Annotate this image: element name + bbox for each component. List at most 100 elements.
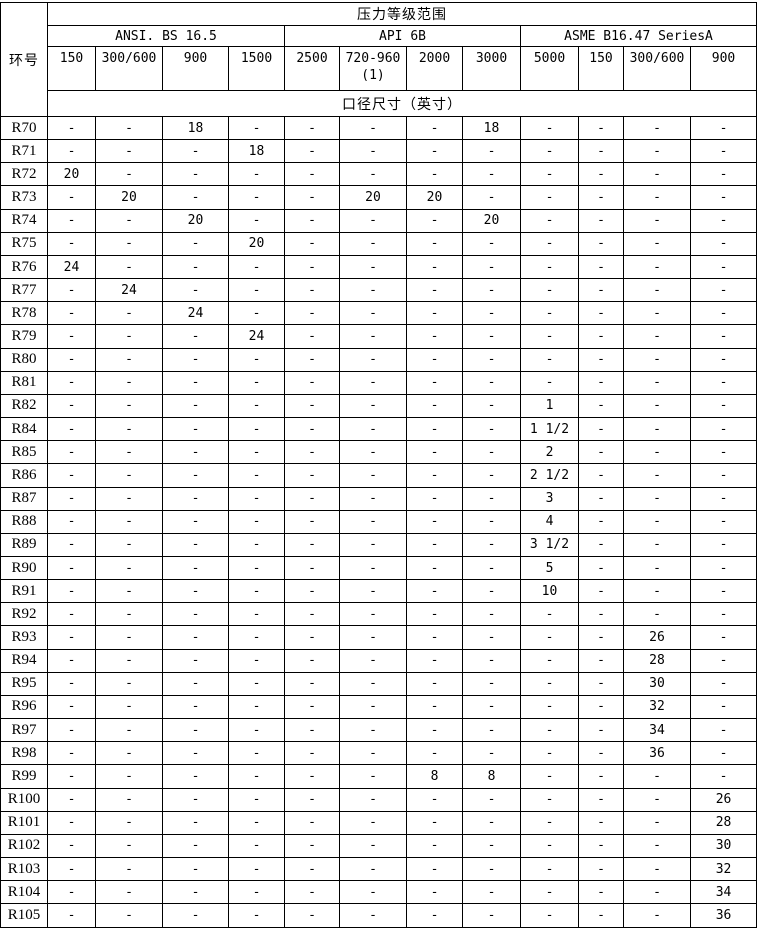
size-cell: - (228, 694, 285, 720)
size-cell: - (520, 787, 579, 812)
ring-number: R81 (0, 370, 48, 395)
size-cell: - (47, 880, 96, 905)
size-cell: - (689, 671, 757, 696)
ring-number: R86 (0, 463, 48, 488)
size-cell: 2 (520, 440, 579, 465)
pressure-class-row: 150 300/600 900 1500 2500 720-960 (1) 2000 3000… (1, 46, 757, 91)
size-cell: - (95, 324, 163, 349)
table-row: R87- - - - - - - -3- - - (0, 486, 757, 511)
size-cell: - (95, 208, 163, 233)
table-row: R105- - - - - - - - - - -36 (0, 903, 757, 928)
size-cell: - (162, 347, 229, 372)
size-cell: - (462, 185, 521, 210)
size-cell: - (228, 810, 285, 835)
size-cell: - (623, 856, 691, 882)
size-cell: - (520, 718, 579, 743)
size-cell: - (339, 856, 407, 882)
size-cell: - (47, 856, 96, 882)
size-cell: - (623, 764, 691, 789)
size-cell: - (339, 324, 407, 349)
size-cell: - (339, 301, 407, 326)
size-cell: - (47, 486, 96, 511)
size-cell: 20 (47, 162, 96, 187)
size-cell: - (462, 810, 521, 835)
size-cell: - (162, 625, 229, 650)
size-cell: - (228, 787, 285, 812)
size-cell: - (339, 393, 407, 419)
size-cell: - (578, 532, 624, 557)
size-cell: - (578, 764, 624, 789)
size-cell: 20 (95, 185, 163, 210)
size-cell: 36 (623, 741, 691, 766)
size-cell: - (284, 440, 340, 465)
ring-number: R92 (0, 602, 48, 627)
size-cell: - (284, 370, 340, 395)
size-cell: - (47, 787, 96, 812)
size-cell: - (406, 347, 463, 372)
group-header-api: API 6B (284, 25, 521, 47)
size-cell: - (462, 301, 521, 326)
size-cell: - (95, 903, 163, 928)
size-cell: - (689, 231, 757, 256)
size-cell: - (95, 741, 163, 766)
size-cell: - (95, 694, 163, 720)
size-cell: - (578, 625, 624, 650)
ring-number: R91 (0, 579, 48, 604)
size-cell: - (520, 231, 579, 256)
size-cell: - (578, 555, 624, 581)
size-cell: - (462, 787, 521, 812)
size-cell: - (228, 440, 285, 465)
size-cell: - (623, 278, 691, 303)
size-cell: - (689, 532, 757, 557)
size-cell: - (162, 856, 229, 882)
ring-number: R76 (0, 254, 48, 280)
size-cell: - (95, 347, 163, 372)
size-cell: - (47, 347, 96, 372)
size-cell: - (95, 301, 163, 326)
size-cell: - (284, 417, 340, 442)
size-cell: - (623, 370, 691, 395)
size-cell: - (47, 694, 96, 720)
table-row: R85- - - - - - - -2- - - (0, 440, 757, 465)
size-cell: - (339, 718, 407, 743)
size-cell: - (162, 880, 229, 905)
size-cell: - (578, 671, 624, 696)
size-cell: - (162, 764, 229, 789)
size-cell: - (578, 509, 624, 534)
size-cell: - (95, 463, 163, 488)
size-cell: - (578, 463, 624, 488)
size-cell: - (95, 393, 163, 419)
size-cell: - (228, 301, 285, 326)
size-cell: - (47, 833, 96, 859)
ring-number-column-header: 环号 (0, 2, 48, 117)
ring-number: R95 (0, 671, 48, 696)
size-cell: - (339, 903, 407, 928)
size-cell: - (284, 347, 340, 372)
size-cell: - (339, 417, 407, 442)
size-cell: - (95, 417, 163, 442)
size-cell: - (578, 810, 624, 835)
size-cell: - (623, 880, 691, 905)
size-cell: - (623, 324, 691, 349)
size-cell: - (689, 347, 757, 372)
size-cell: - (162, 278, 229, 303)
size-cell: - (462, 440, 521, 465)
size-cell: - (47, 602, 96, 627)
size-cell: - (228, 185, 285, 210)
size-cell: - (228, 579, 285, 604)
size-cell: - (578, 393, 624, 419)
size-cell: - (228, 509, 285, 534)
size-cell: - (95, 718, 163, 743)
size-cell: - (228, 741, 285, 766)
size-cell: - (228, 208, 285, 233)
size-cell: - (47, 139, 96, 164)
size-cell: - (406, 301, 463, 326)
size-cell: - (47, 509, 96, 534)
table-row: R86- - - - - - - -2 1/2- - - (0, 463, 757, 488)
size-cell: - (578, 648, 624, 673)
size-cell: - (339, 787, 407, 812)
ring-number: R89 (0, 532, 48, 557)
ring-number: R94 (0, 648, 48, 673)
size-cell: - (623, 162, 691, 187)
size-cell: - (520, 833, 579, 859)
